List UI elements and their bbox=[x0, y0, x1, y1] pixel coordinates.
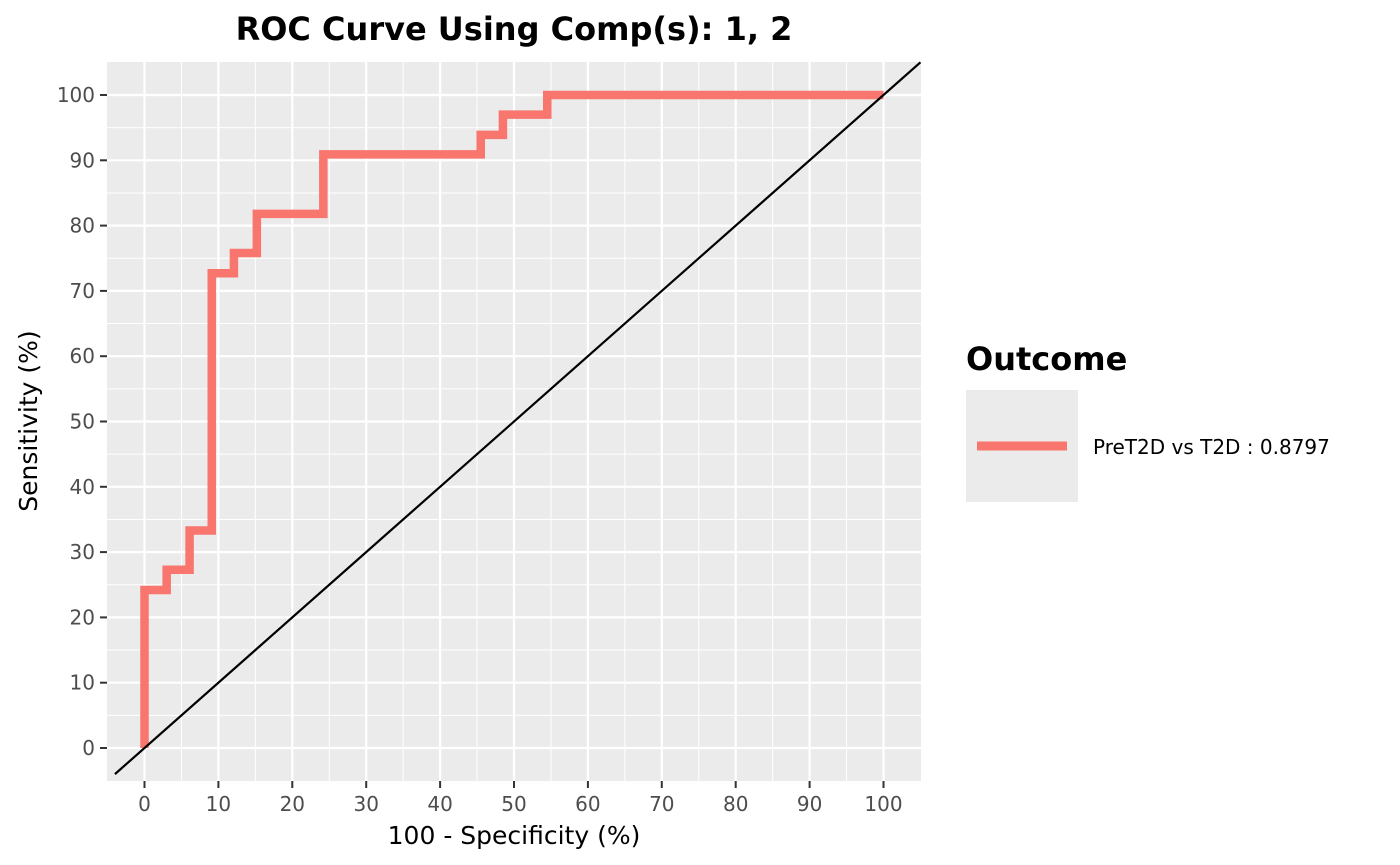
x-axis: 0 10 20 30 40 50 60 70 80 90 100 bbox=[138, 781, 903, 816]
x-tick-label: 10 bbox=[206, 792, 231, 816]
y-tick-label: 100 bbox=[57, 83, 95, 107]
series-layer bbox=[140, 90, 884, 748]
x-tick-label: 0 bbox=[138, 792, 151, 816]
x-tick-label: 70 bbox=[649, 792, 674, 816]
chart-title: ROC Curve Using Comp(s): 1, 2 bbox=[236, 10, 793, 48]
reference-diagonal-line bbox=[114, 61, 922, 775]
x-tick-label: 90 bbox=[797, 792, 822, 816]
roc-curve-line bbox=[140, 90, 884, 748]
legend: Outcome PreT2D vs T2D : 0.8797 bbox=[966, 340, 1330, 502]
legend-title: Outcome bbox=[966, 340, 1127, 378]
y-tick-label: 0 bbox=[82, 736, 95, 760]
x-tick-label: 20 bbox=[280, 792, 305, 816]
y-axis: 0 10 20 30 40 50 60 70 80 90 100 bbox=[57, 83, 107, 760]
x-tick-label: 100 bbox=[864, 792, 902, 816]
y-tick-label: 10 bbox=[70, 671, 95, 695]
y-tick-label: 30 bbox=[70, 540, 95, 564]
y-tick-label: 50 bbox=[70, 410, 95, 434]
y-axis-title: Sensitivity (%) bbox=[14, 330, 43, 511]
reference-layer bbox=[114, 61, 922, 775]
x-tick-label: 80 bbox=[723, 792, 748, 816]
y-tick-label: 90 bbox=[70, 148, 95, 172]
x-tick-label: 40 bbox=[427, 792, 452, 816]
y-tick-label: 70 bbox=[70, 279, 95, 303]
x-tick-label: 30 bbox=[353, 792, 378, 816]
x-tick-label: 60 bbox=[575, 792, 600, 816]
x-tick-label: 50 bbox=[501, 792, 526, 816]
x-axis-title: 100 - Specificity (%) bbox=[388, 821, 641, 850]
y-tick-label: 60 bbox=[70, 344, 95, 368]
legend-label: PreT2D vs T2D : 0.8797 bbox=[1093, 435, 1330, 459]
y-tick-label: 40 bbox=[70, 475, 95, 499]
y-tick-label: 20 bbox=[70, 605, 95, 629]
y-tick-label: 80 bbox=[70, 214, 95, 238]
